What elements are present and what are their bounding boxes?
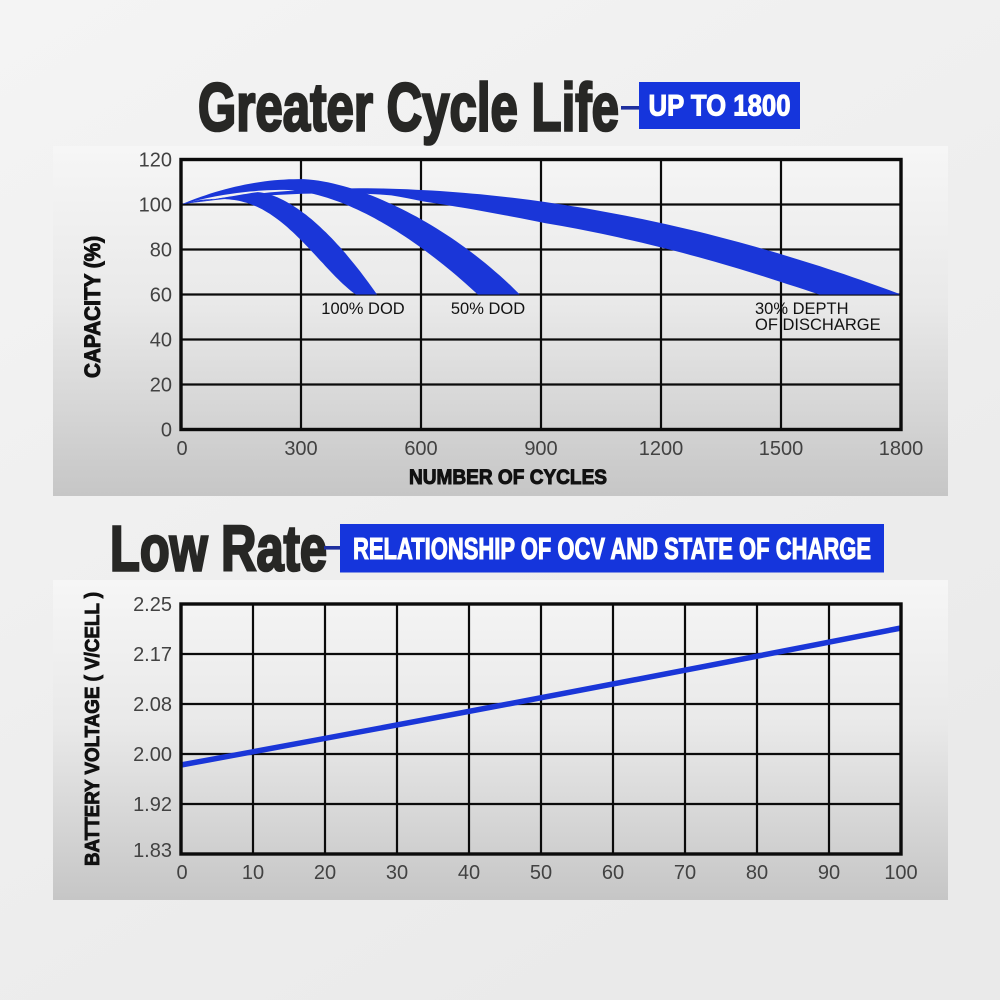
- svg-text:40: 40: [458, 862, 480, 884]
- svg-text:1.83: 1.83: [133, 840, 172, 862]
- svg-text:UP TO 1800: UP TO 1800: [649, 90, 791, 123]
- svg-text:0: 0: [161, 420, 172, 442]
- svg-text:1.92: 1.92: [133, 794, 172, 816]
- svg-text:100: 100: [884, 862, 917, 884]
- svg-text:80: 80: [150, 240, 172, 262]
- svg-text:1500: 1500: [759, 438, 804, 460]
- svg-text:90: 90: [818, 862, 840, 884]
- svg-text:100% DOD: 100% DOD: [321, 300, 405, 318]
- svg-text:2.00: 2.00: [133, 744, 172, 766]
- svg-text:70: 70: [674, 862, 696, 884]
- svg-text:10: 10: [242, 862, 264, 884]
- svg-text:60: 60: [602, 862, 624, 884]
- svg-text:100: 100: [139, 195, 172, 217]
- svg-text:300: 300: [284, 438, 317, 460]
- svg-text:50: 50: [530, 862, 552, 884]
- svg-text:120: 120: [139, 150, 172, 172]
- svg-text:Low Rate: Low Rate: [110, 513, 327, 585]
- svg-text:0: 0: [176, 862, 187, 884]
- svg-text:20: 20: [150, 375, 172, 397]
- svg-text:RELATIONSHIP OF OCV AND STATE: RELATIONSHIP OF OCV AND STATE OF CHARGE: [353, 531, 871, 566]
- svg-text:BATTERY VOLTAGE ( V/CELL ): BATTERY VOLTAGE ( V/CELL ): [82, 592, 104, 866]
- svg-text:0: 0: [176, 438, 187, 460]
- svg-text:50% DOD: 50% DOD: [451, 300, 525, 318]
- svg-text:NUMBER OF CYCLES: NUMBER OF CYCLES: [409, 466, 607, 489]
- svg-text:1200: 1200: [639, 438, 684, 460]
- svg-text:2.17: 2.17: [133, 644, 172, 666]
- svg-text:Greater Cycle Life: Greater Cycle Life: [198, 70, 619, 146]
- svg-text:2.25: 2.25: [133, 594, 172, 616]
- svg-text:CAPACITY (%): CAPACITY (%): [80, 236, 105, 378]
- svg-text:600: 600: [404, 438, 437, 460]
- svg-text:30: 30: [386, 862, 408, 884]
- svg-text:20: 20: [314, 862, 336, 884]
- svg-text:900: 900: [524, 438, 557, 460]
- svg-text:2.08: 2.08: [133, 694, 172, 716]
- svg-text:80: 80: [746, 862, 768, 884]
- svg-text:40: 40: [150, 330, 172, 352]
- svg-text:OF DISCHARGE: OF DISCHARGE: [755, 316, 881, 334]
- svg-text:1800: 1800: [879, 438, 924, 460]
- svg-text:60: 60: [150, 285, 172, 307]
- svg-text:30% DEPTH: 30% DEPTH: [755, 300, 849, 318]
